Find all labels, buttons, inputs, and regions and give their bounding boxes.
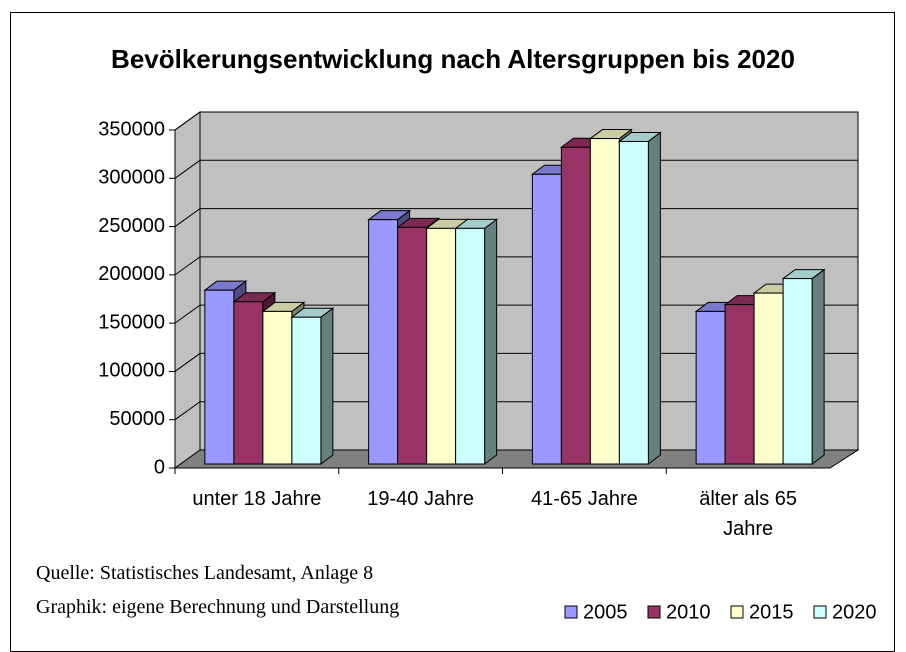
x-tick-label: 19-40 Jahre <box>367 488 474 510</box>
grid-line <box>174 111 858 131</box>
source-note: Quelle: Statistisches Landesamt, Anlage … <box>36 562 374 584</box>
legend-swatch <box>647 605 661 619</box>
bar <box>617 131 662 465</box>
bar-front <box>695 310 726 465</box>
bar-front <box>560 146 591 465</box>
bar <box>454 218 499 465</box>
x-tick-label: älter als 65 Jahre <box>699 488 798 540</box>
legend-swatch <box>564 605 578 619</box>
bar-front <box>618 140 649 465</box>
chart-title: Bevölkerungsentwicklung nach Altersgrupp… <box>111 44 795 74</box>
legend-swatch <box>730 605 744 619</box>
y-tick-label: 50000 <box>109 408 165 430</box>
chart: 0 50000 100000 150000 200000 250000 300000 3500… <box>98 111 877 623</box>
legend-label: 2020 <box>832 601 877 623</box>
bar-front <box>455 227 486 465</box>
bar-front <box>426 227 457 465</box>
bar-side <box>484 218 498 465</box>
y-tick-label: 200000 <box>98 263 165 285</box>
page: {"chart_data": {"type": "bar3d", "title"… <box>10 12 895 652</box>
bar-front <box>368 219 399 465</box>
x-tick-label: 41-65 Jahre <box>531 488 638 510</box>
bar-front <box>724 304 755 465</box>
bar-side <box>320 307 334 465</box>
bar-side <box>647 131 661 465</box>
legend-label: 2015 <box>749 601 794 623</box>
bar-front <box>233 301 264 465</box>
bar-front <box>291 316 322 465</box>
bar-front <box>782 278 813 465</box>
x-tick-label: unter 18 Jahre <box>192 488 322 510</box>
side-wall <box>174 111 201 469</box>
y-tick-label: 0 <box>154 456 165 478</box>
bar-front <box>262 310 293 465</box>
bar-front <box>753 292 784 465</box>
y-tick-label: 350000 <box>98 118 165 140</box>
bar-front <box>204 289 235 465</box>
bar <box>290 307 335 465</box>
legend-swatch <box>813 605 827 619</box>
bar-side <box>811 268 825 465</box>
bar <box>781 268 826 465</box>
y-tick-label: 100000 <box>98 360 165 382</box>
legend-label: 2005 <box>583 601 628 623</box>
bar-front <box>589 138 620 465</box>
y-tick-label: 150000 <box>98 311 165 333</box>
bar-front <box>531 173 562 465</box>
source-note: Graphik: eigene Berechnung und Darstellu… <box>36 596 400 618</box>
y-tick-label: 250000 <box>98 215 165 237</box>
bar-front <box>397 226 428 465</box>
y-tick-label: 300000 <box>98 167 165 189</box>
legend-label: 2010 <box>666 601 711 623</box>
